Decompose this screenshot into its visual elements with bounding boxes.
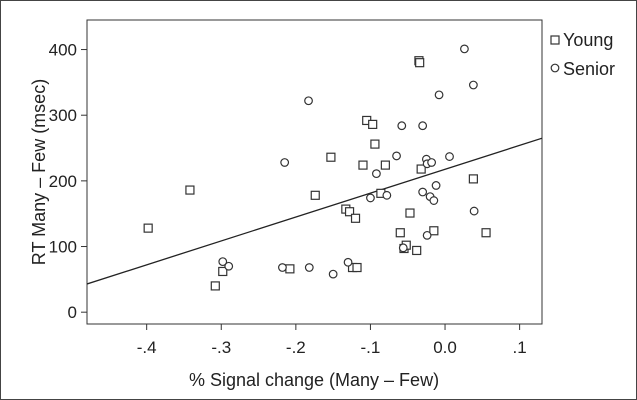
young-point [468, 174, 478, 184]
young-point [310, 190, 320, 200]
regression-line [87, 137, 542, 285]
senior-point [434, 90, 444, 100]
senior-point [460, 44, 469, 54]
young-point [285, 264, 295, 274]
young-point [416, 164, 426, 174]
data-points [143, 44, 491, 291]
plot-frame [86, 19, 543, 325]
young-point [326, 152, 336, 162]
legend-senior-marker [550, 63, 560, 73]
young-point [412, 245, 422, 256]
young-point [143, 223, 153, 233]
y-axis-title: RT Many – Few (msec) [29, 79, 49, 265]
x-tick-label: -.3 [211, 338, 231, 357]
senior-point [431, 181, 441, 190]
x-tick-label: -.1 [361, 338, 381, 357]
young-point [380, 160, 390, 170]
young-point [368, 119, 378, 129]
senior-point [372, 169, 381, 179]
y-tick-label: 300 [49, 106, 77, 125]
young-point [344, 207, 355, 217]
senior-point [392, 151, 401, 161]
senior-point [343, 257, 353, 267]
senior-point [468, 80, 478, 90]
y-tick-label: 200 [49, 172, 77, 191]
young-point [429, 226, 439, 236]
x-tick-label: 0.0 [433, 338, 457, 357]
senior-point [429, 196, 439, 205]
senior-point [469, 206, 479, 216]
senior-point [418, 121, 428, 131]
y-tick-label: 0 [68, 303, 77, 322]
young-point [350, 213, 361, 223]
senior-point [427, 158, 437, 167]
young-point [405, 208, 415, 218]
young-point [481, 228, 491, 238]
young-point [358, 160, 368, 170]
legend-senior-label: Senior [563, 59, 615, 79]
senior-point [382, 190, 392, 200]
x-tick-label: .1 [513, 338, 527, 357]
senior-point [280, 158, 290, 167]
x-axis-title: % Signal change (Many – Few) [189, 370, 439, 390]
legend-young-label: Young [563, 30, 613, 50]
legend-young-marker [550, 35, 560, 45]
senior-point [422, 230, 432, 240]
senior-point [224, 261, 234, 271]
young-point [415, 58, 425, 68]
senior-point [218, 257, 228, 267]
young-point [352, 262, 362, 273]
x-tick-label: -.2 [286, 338, 306, 357]
y-tick-label: 400 [49, 41, 77, 60]
senior-point [304, 263, 314, 272]
young-point [185, 185, 195, 195]
x-tick-label: -.4 [137, 338, 157, 357]
y-axis: 0 100 200 300 400 [49, 41, 87, 322]
young-point [370, 139, 380, 149]
senior-point [278, 263, 287, 272]
senior-point [366, 193, 375, 203]
y-tick-label: 100 [49, 238, 77, 257]
senior-point [418, 187, 428, 197]
senior-point [445, 152, 454, 161]
young-point [210, 281, 220, 291]
senior-point [397, 121, 407, 131]
x-axis: -.4 -.3 -.2 -.1 0.0 .1 [137, 324, 527, 357]
legend: Young Senior [550, 30, 615, 79]
senior-point [398, 243, 408, 253]
senior-point [304, 96, 313, 106]
young-point [218, 266, 228, 277]
young-point [395, 228, 405, 238]
senior-point [328, 269, 338, 279]
